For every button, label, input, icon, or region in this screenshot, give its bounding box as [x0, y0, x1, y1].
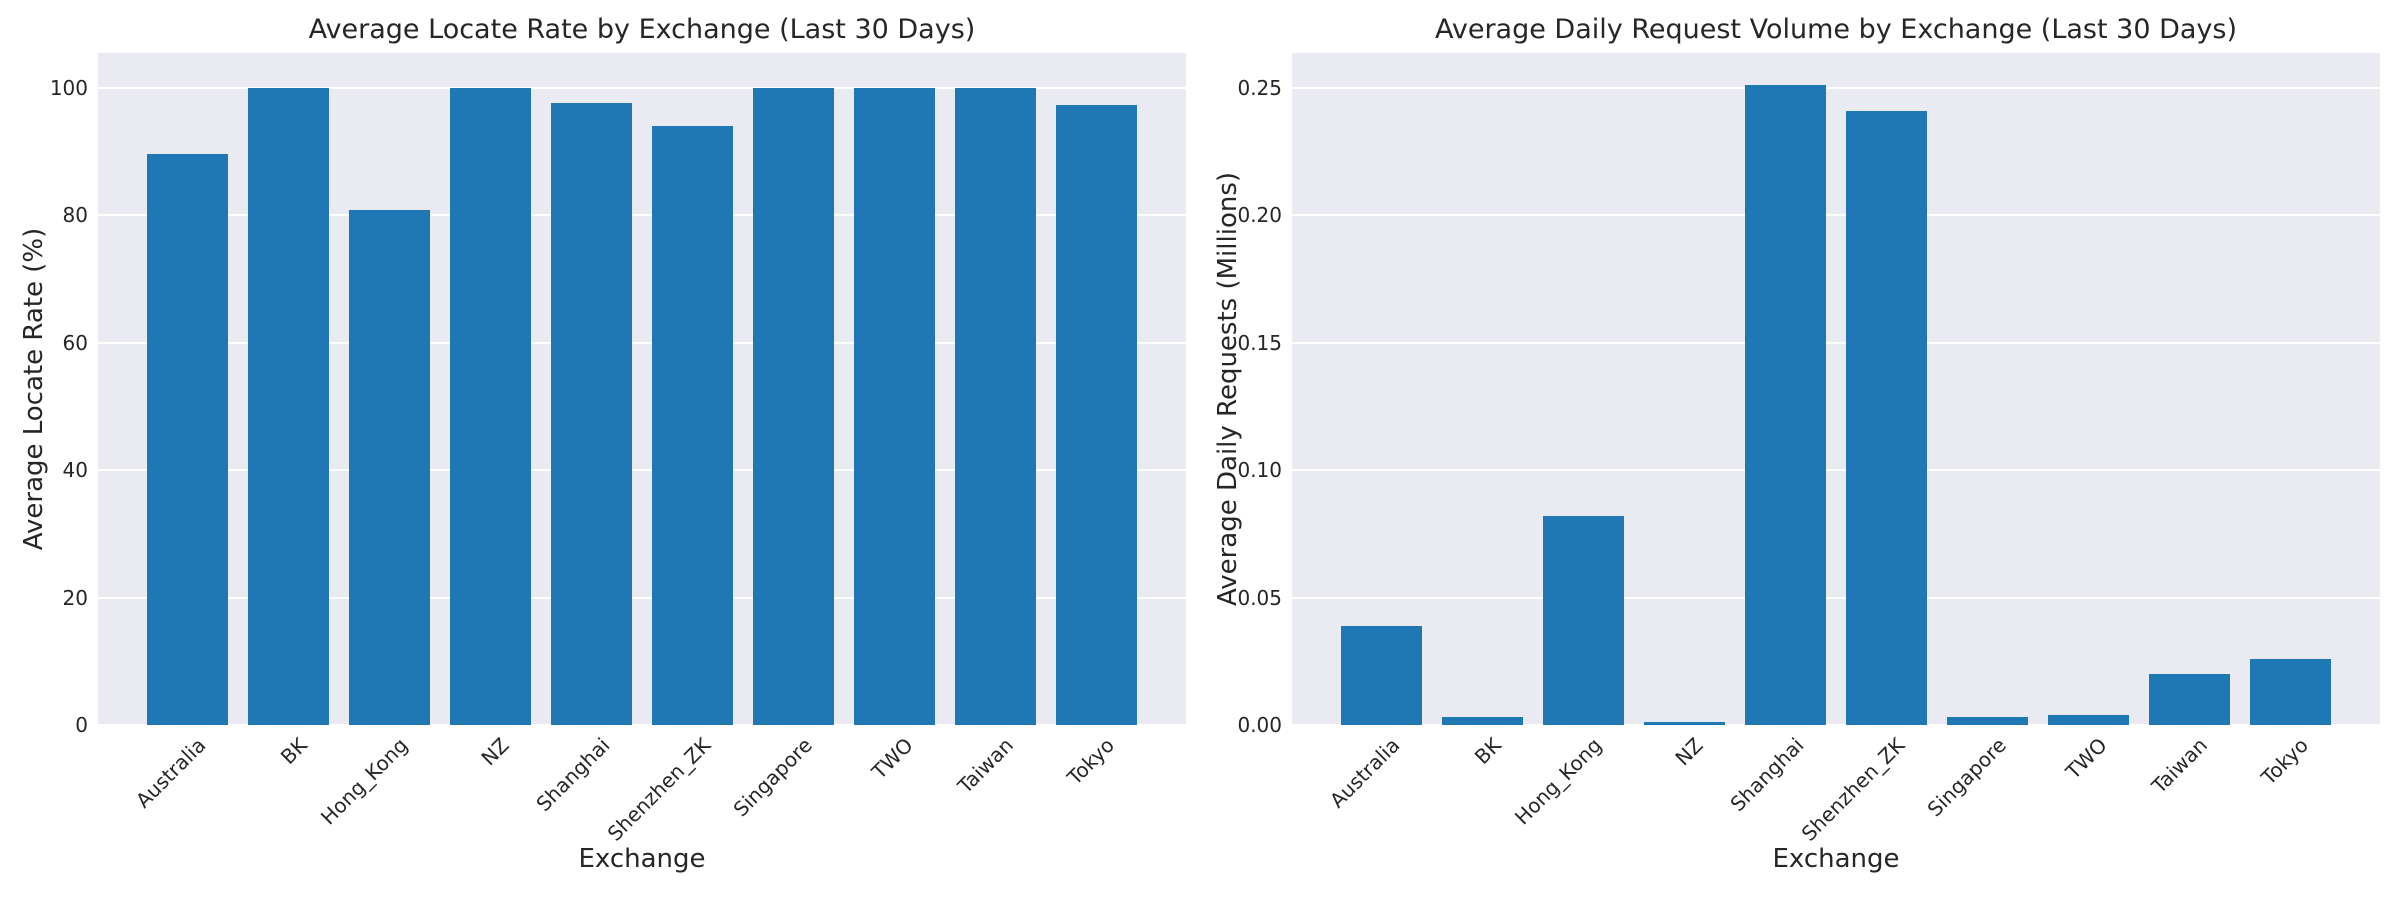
gridline	[98, 214, 1186, 217]
bar-shenzhen_zk	[1846, 111, 1927, 725]
gridline	[98, 469, 1186, 472]
bar-hong_kong	[349, 210, 431, 725]
x-tick-label: BK	[1469, 733, 1506, 769]
bar-australia	[147, 154, 229, 725]
x-tick-label: NZ	[476, 733, 514, 771]
y-tick-label: 40	[62, 458, 88, 483]
x-tick-label: BK	[275, 733, 312, 769]
x-tick-label: Taiwan	[953, 733, 1019, 799]
gridline	[98, 341, 1186, 344]
locate-rate-chart: Average Locate Rate by Exchange (Last 30…	[19, 14, 1186, 874]
x-tick-label: TWO	[866, 733, 918, 784]
y-tick-label: 20	[62, 585, 88, 610]
x-tick-label: Shenzhen_ZK	[1796, 733, 1910, 846]
bar-shanghai	[551, 103, 632, 725]
y-tick-label: 0	[75, 713, 88, 737]
x-axis-label: Exchange	[1772, 844, 1900, 874]
x-tick-label: Tokyo	[1062, 733, 1120, 790]
x-tick-label: Australia	[1325, 733, 1405, 813]
y-tick-label: 0.25	[1237, 75, 1282, 100]
bar-tokyo	[2249, 659, 2331, 725]
gridline	[98, 724, 1186, 725]
gridline	[1292, 724, 2380, 725]
bar-bk	[1442, 717, 1524, 725]
x-tick-label: Tokyo	[2256, 733, 2314, 790]
gridline	[98, 596, 1186, 599]
x-tick-label: TWO	[2060, 733, 2112, 784]
bar-shanghai	[1745, 85, 1826, 725]
bar-two	[853, 88, 935, 725]
gridline	[98, 87, 1186, 90]
y-tick-label: 0.10	[1237, 458, 1282, 483]
bar-taiwan	[954, 88, 1036, 725]
bar-bk	[248, 88, 330, 725]
y-tick-label: 60	[62, 330, 88, 355]
bar-shenzhen_zk	[652, 126, 733, 725]
y-axis-label: Average Locate Rate (%)	[19, 227, 49, 551]
x-tick-label: Hong_Kong	[316, 733, 413, 830]
x-tick-label: Shanghai	[531, 733, 615, 817]
gridline	[1292, 469, 2380, 472]
bar-nz	[1644, 722, 1725, 725]
gridline	[1292, 86, 2380, 89]
x-tick-label: NZ	[1670, 733, 1708, 771]
x-tick-label: Shanghai	[1725, 733, 1809, 817]
gridline	[1292, 214, 2380, 217]
request-volume-chart: Average Daily Request Volume by Exchange…	[1200, 0, 2400, 900]
plot-area	[1292, 53, 2380, 725]
y-axis-label: Average Daily Requests (Millions)	[1213, 171, 1243, 607]
bar-singapore	[753, 88, 834, 725]
bar-hong_kong	[1543, 516, 1625, 725]
x-tick-label: Singapore	[1922, 733, 2011, 822]
bar-australia	[1341, 626, 1423, 725]
y-tick-label: 0.15	[1237, 330, 1282, 355]
x-tick-label: Australia	[131, 733, 211, 813]
bar-singapore	[1947, 717, 2028, 725]
gridline	[1292, 341, 2380, 344]
chart-title: Average Daily Request Volume by Exchange…	[1434, 14, 2238, 45]
x-tick-label: Singapore	[728, 733, 817, 822]
y-tick-label: 0.05	[1237, 585, 1282, 610]
y-tick-label: 100	[49, 76, 88, 101]
x-tick-label: Hong_Kong	[1510, 733, 1607, 830]
y-tick-label: 80	[62, 203, 88, 228]
x-tick-label: Shenzhen_ZK	[602, 733, 716, 846]
x-tick-label: Taiwan	[2147, 733, 2213, 799]
plot-area	[98, 53, 1186, 725]
bar-two	[2047, 715, 2129, 725]
bar-nz	[450, 88, 531, 725]
gridline	[1292, 596, 2380, 599]
x-axis-label: Exchange	[578, 844, 706, 874]
y-tick-label: 0.20	[1237, 203, 1282, 228]
bar-taiwan	[2148, 674, 2230, 725]
bar-tokyo	[1055, 105, 1137, 725]
chart-title: Average Locate Rate by Exchange (Last 30…	[308, 14, 976, 45]
y-tick-label: 0.00	[1237, 713, 1282, 737]
